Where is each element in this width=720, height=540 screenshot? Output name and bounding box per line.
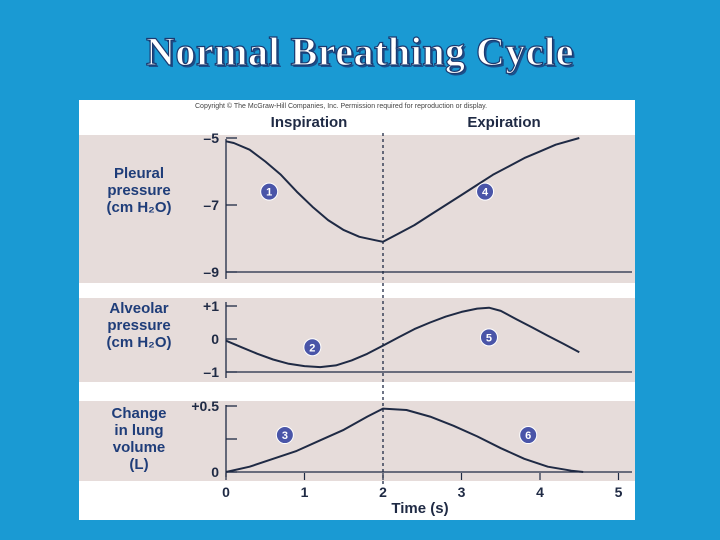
panel-2-ytick-label: 0: [211, 331, 219, 347]
panel-2-background: [79, 298, 635, 382]
breathing-cycle-figure: Copyright © The McGraw-Hill Companies, I…: [79, 100, 635, 520]
panel-3-curve: [225, 407, 584, 473]
step-marker-5: [479, 328, 498, 347]
x-tick-label: 1: [301, 484, 309, 500]
x-tick-label: 3: [458, 484, 466, 500]
x-tick-label: 5: [615, 484, 623, 500]
panel-3-ylabel-line: volume: [113, 439, 166, 456]
panel-1-curve: [225, 137, 580, 243]
panel-1-background: [79, 135, 635, 283]
x-tick-label: 4: [536, 484, 544, 500]
panel-3-ylabel-line: (L): [129, 456, 148, 473]
panel-1-ytick-label: –9: [203, 264, 219, 280]
step-marker-2: [303, 338, 322, 357]
panel-2-ylabel-line: (cm H₂O): [106, 334, 171, 351]
panel-1-ytick-label: –7: [203, 197, 219, 213]
step-marker-2-label: 2: [309, 342, 315, 354]
panel-3-ytick-label: 0: [211, 464, 219, 480]
panel-3-background: [79, 401, 635, 481]
panel-2-ytick-label: –1: [203, 364, 219, 380]
step-marker-1: [260, 182, 279, 201]
panel-3-ylabel-line: Change: [111, 405, 166, 422]
panel-1-ytick-label: –5: [203, 130, 219, 146]
panel-3-ylabel-line: in lung: [114, 422, 163, 439]
x-tick-label: 2: [379, 484, 387, 500]
x-axis-label: Time (s): [391, 500, 448, 517]
step-marker-4-label: 4: [482, 187, 489, 199]
panel-2-ytick-label: +1: [203, 298, 219, 314]
panel-1-ylabel-line: Pleural: [114, 165, 164, 182]
step-marker-1-label: 1: [266, 187, 272, 199]
step-marker-3: [275, 426, 294, 445]
step-marker-6: [519, 426, 538, 445]
panel-2-ylabel-line: Alveolar: [109, 300, 168, 317]
expiration-header: Expiration: [467, 114, 540, 131]
panel-3-ytick-label: +0.5: [191, 398, 219, 414]
panel-1-ylabel-line: (cm H₂O): [106, 199, 171, 216]
copyright-note: Copyright © The McGraw-Hill Companies, I…: [195, 102, 487, 110]
breathing-cycle-chart: Copyright © The McGraw-Hill Companies, I…: [79, 102, 635, 517]
step-marker-6-label: 6: [525, 430, 531, 442]
panel-2-curve: [225, 306, 580, 369]
slide-title: Normal Breathing Cycle: [145, 28, 574, 74]
step-marker-3-label: 3: [282, 430, 288, 442]
step-marker-4: [476, 182, 495, 201]
x-tick-label: 0: [222, 484, 230, 500]
panel-1-ylabel-line: pressure: [107, 182, 170, 199]
step-marker-5-label: 5: [486, 332, 492, 344]
panel-2-ylabel-line: pressure: [107, 317, 170, 334]
inspiration-header: Inspiration: [271, 114, 348, 131]
